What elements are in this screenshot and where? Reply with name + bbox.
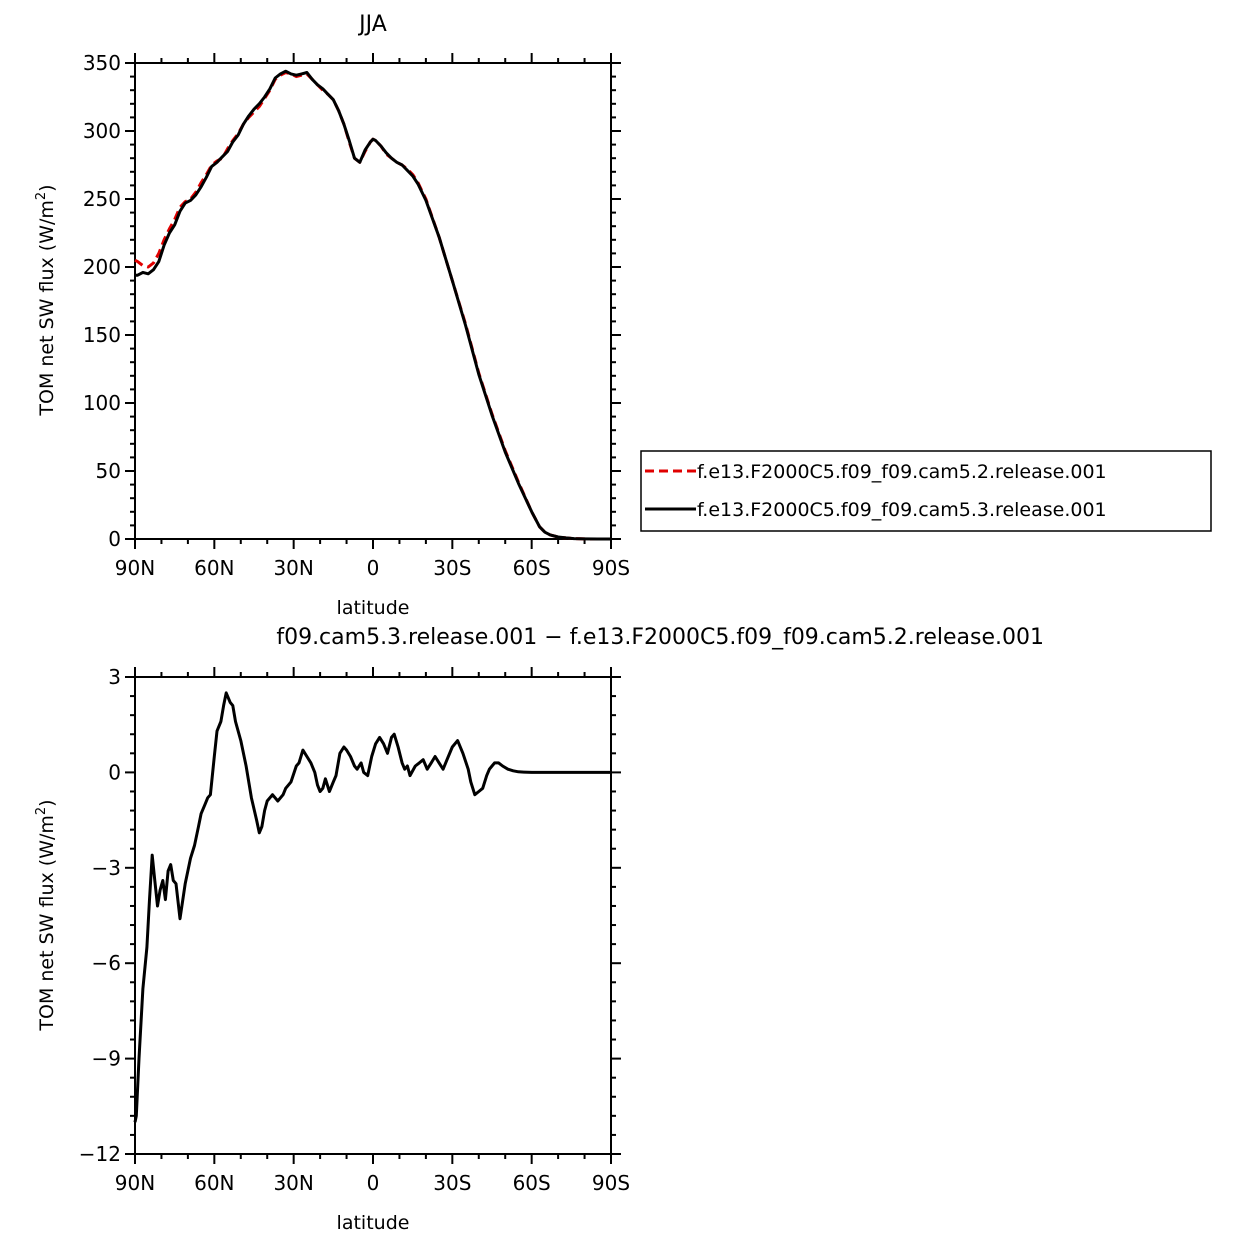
bottom-y-tick-label: 0 bbox=[108, 760, 121, 784]
bottom-chart-title: f09.cam5.3.release.001 − f.e13.F2000C5.f… bbox=[276, 625, 1044, 650]
bottom-x-axis-label: latitude bbox=[337, 1212, 410, 1234]
bottom-y-axis-label: TOM net SW flux (W/m2) bbox=[34, 799, 58, 1031]
top-chart-title: JJA bbox=[357, 12, 387, 37]
top-plot-area: 90N 60N 30N 0 30S 60S 90S 0 50 100 150 200 250 300 350 bbox=[83, 51, 630, 580]
top-y-tick-label: 300 bbox=[83, 119, 121, 143]
series-line-difference bbox=[133, 691, 611, 1123]
bottom-x-tick-label: 90S bbox=[592, 1171, 630, 1195]
top-y-tick-label: 200 bbox=[83, 255, 121, 279]
bottom-y-tick-label: −6 bbox=[92, 951, 121, 975]
top-y-tick-label: 150 bbox=[83, 323, 121, 347]
top-x-tick-label: 0 bbox=[367, 556, 380, 580]
bottom-y-tick-label: −12 bbox=[79, 1142, 121, 1166]
top-x-tick-label: 90S bbox=[592, 556, 630, 580]
bottom-x-tick-label: 60S bbox=[513, 1171, 551, 1195]
top-y-tick-label: 50 bbox=[96, 459, 121, 483]
top-x-tick-label: 30S bbox=[433, 556, 471, 580]
bottom-x-tick-label: 90N bbox=[115, 1171, 155, 1195]
bottom-plot-area: 90N 60N 30N 0 30S 60S 90S −12 −9 −6 −3 0 3 bbox=[79, 665, 630, 1195]
bottom-y-tick-label: 3 bbox=[108, 665, 121, 689]
top-x-axis-label: latitude bbox=[337, 597, 410, 619]
legend-box bbox=[640, 450, 1212, 532]
top-x-tick-label: 60N bbox=[194, 556, 234, 580]
series-line-cam5-2 bbox=[134, 71, 611, 541]
bottom-x-tick-label: 60N bbox=[194, 1171, 234, 1195]
bottom-x-tick-label: 0 bbox=[367, 1171, 380, 1195]
top-x-tick-label: 60S bbox=[513, 556, 551, 580]
bottom-x-tick-label: 30N bbox=[273, 1171, 313, 1195]
bottom-panel: f09.cam5.3.release.001 − f.e13.F2000C5.f… bbox=[34, 625, 1044, 1234]
top-x-tick-label: 90N bbox=[115, 556, 155, 580]
legend-label-cam5-3: f.e13.F2000C5.f09_f09.cam5.3.release.001 bbox=[697, 499, 1107, 521]
top-x-tick-label: 30N bbox=[273, 556, 313, 580]
bottom-x-tick-label: 30S bbox=[433, 1171, 471, 1195]
top-y-tick-label: 0 bbox=[108, 527, 121, 551]
top-y-axis-label: TOM net SW flux (W/m2) bbox=[34, 184, 58, 416]
top-plot-frame bbox=[134, 62, 612, 540]
bottom-y-tick-label: −3 bbox=[92, 856, 121, 880]
legend: f.e13.F2000C5.f09_f09.cam5.2.release.001… bbox=[640, 450, 1212, 532]
top-y-tick-label: 350 bbox=[83, 51, 121, 75]
legend-label-cam5-2: f.e13.F2000C5.f09_f09.cam5.2.release.001 bbox=[697, 461, 1107, 483]
top-y-tick-label: 250 bbox=[83, 187, 121, 211]
series-line-cam5-3 bbox=[135, 69, 611, 541]
top-y-tick-label: 100 bbox=[83, 391, 121, 415]
top-panel: JJA 90N 60N 30N 0 30S 60S 90S 0 50 100 150 200 250 30… bbox=[34, 12, 630, 619]
bottom-y-tick-label: −9 bbox=[92, 1047, 121, 1071]
